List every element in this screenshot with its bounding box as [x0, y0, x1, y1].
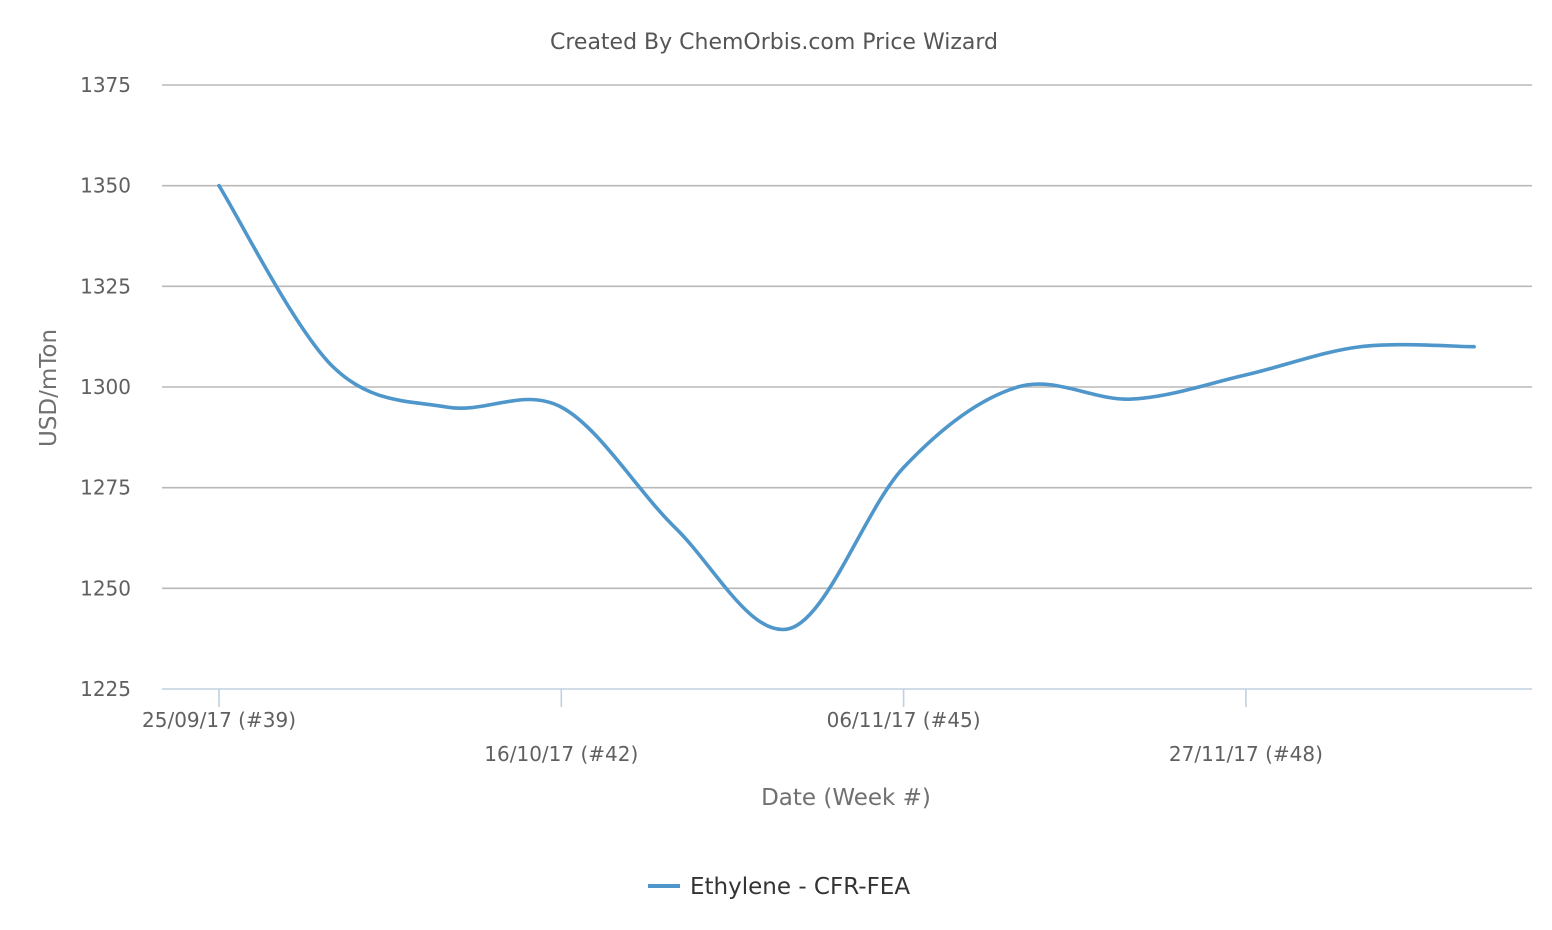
y-tick-label: 1225	[80, 677, 131, 701]
x-tick-label: 25/09/17 (#39)	[142, 708, 296, 732]
x-tick-label: 16/10/17 (#42)	[484, 742, 638, 766]
gridlines	[162, 84, 1532, 590]
legend-label: Ethylene - CFR-FEA	[690, 874, 910, 900]
legend[interactable]: Ethylene - CFR-FEA	[648, 874, 910, 900]
series-layer	[217, 183, 1476, 632]
y-axis-label: USD/mTon	[36, 329, 62, 447]
y-tick-label: 1325	[80, 274, 131, 298]
y-tick-label: 1375	[80, 73, 131, 97]
chart-title: Created By ChemOrbis.com Price Wizard	[550, 30, 998, 55]
x-tick-label: 06/11/17 (#45)	[827, 708, 981, 732]
x-axis-ticks: 25/09/17 (#39) 16/10/17 (#42) 06/11/17 (#4…	[142, 689, 1323, 766]
y-tick-label: 1250	[80, 576, 131, 600]
y-axis-ticks: 1225 1250 1275 1300 1325 1350 1375	[80, 73, 131, 701]
x-axis-label: Date (Week #)	[761, 785, 931, 811]
y-tick-label: 1350	[80, 174, 131, 198]
y-tick-label: 1300	[80, 375, 131, 399]
y-tick-label: 1275	[80, 476, 131, 500]
x-tick-label: 27/11/17 (#48)	[1169, 742, 1323, 766]
series-line[interactable]	[217, 183, 1476, 632]
